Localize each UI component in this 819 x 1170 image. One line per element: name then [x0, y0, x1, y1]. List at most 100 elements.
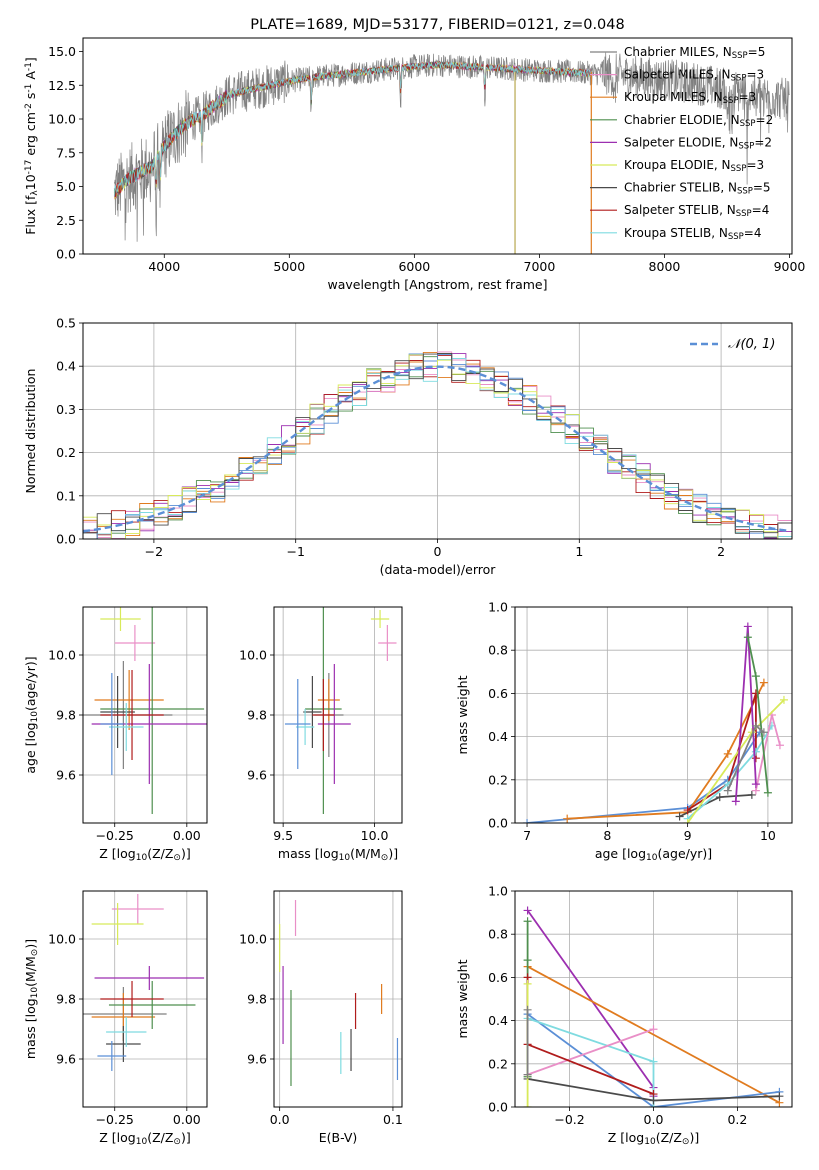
x-axis-label: Z [log10(Z/Z⊙)] — [99, 846, 190, 863]
error-point — [100, 670, 164, 760]
histogram-series — [83, 352, 792, 537]
plot-age-vs-mass: 9.5 10.0 9.6 9.8 10.0 mass [log10(M/M⊙)] — [239, 606, 403, 863]
series-marker — [649, 1096, 658, 1105]
y-axis-label: mass weight — [455, 959, 470, 1038]
x-tick-label: 9.5 — [273, 828, 293, 843]
series-marker — [751, 672, 760, 681]
legend-label: Salpeter STELIB, NSSP=4 — [624, 203, 769, 219]
series-marker — [523, 979, 532, 988]
plot-residual-histogram: −2 −1 0 1 2 0.0 0.1 0.2 0.3 0.4 0.5 (data-model)/er… — [23, 316, 793, 577]
y-tick-label: 7.5 — [56, 145, 76, 160]
plot-mass-vs-Z: −0.25 0.00 9.6 9.8 10.0 Z [log10(Z/Z⊙)] mass [… — [23, 890, 208, 1147]
series-marker — [775, 741, 784, 750]
y-axis-label: mass [log10(M/M⊙)] — [23, 939, 40, 1059]
error-point — [100, 676, 135, 748]
series — [563, 678, 768, 823]
legend-label: 𝒩(0, 1) — [728, 337, 775, 352]
plot-mass-vs-EBV: 0.0 0.1 9.6 9.8 10.0 E(B-V) — [239, 890, 403, 1145]
y-tick-label: 0.2 — [56, 445, 76, 460]
series — [523, 1014, 658, 1107]
series-line — [527, 965, 780, 1104]
y-tick-label: 10.0 — [48, 648, 76, 663]
x-tick-label: 0.0 — [644, 1112, 664, 1127]
y-tick-label: 1.0 — [488, 884, 508, 899]
error-point — [94, 966, 205, 990]
series-marker — [523, 917, 532, 926]
plot-area — [83, 607, 207, 814]
y-tick-label: 10.0 — [239, 932, 267, 947]
x-tick-label: 4000 — [148, 259, 180, 274]
x-tick-label: −0.2 — [554, 1112, 584, 1127]
plot-area — [284, 607, 397, 814]
y-tick-label: 0.3 — [56, 402, 76, 417]
x-tick-label: 0.00 — [173, 1112, 201, 1127]
x-tick-label: −2 — [145, 544, 163, 559]
series-line — [526, 731, 761, 823]
y-tick-label: 0.6 — [488, 970, 508, 985]
y-axis-label: Flux [fλ10-17 erg cm-2 s-1 A-1] — [23, 57, 40, 235]
y-tick-label: 0.0 — [56, 532, 76, 547]
series-marker — [683, 806, 692, 815]
y-tick-label: 15.0 — [48, 44, 76, 59]
y-axis-label: age [log10(age/yr)] — [23, 656, 40, 773]
axes-frame — [82, 37, 793, 255]
series-marker — [751, 747, 760, 756]
x-axis-label: Z [log10(Z/Z⊙)] — [99, 1130, 190, 1147]
series — [743, 633, 772, 797]
error-point — [284, 679, 311, 769]
series-marker — [731, 797, 740, 806]
y-tick-label: 0.2 — [488, 772, 508, 787]
y-tick-label: 0.5 — [56, 316, 76, 331]
error-point — [100, 981, 164, 1017]
series-marker — [775, 1092, 784, 1101]
x-tick-label: 10 — [760, 828, 776, 843]
plot-age-vs-Z: −0.25 0.00 9.6 9.8 10.0 Z [log10(Z/Z⊙)] age [l… — [23, 606, 208, 863]
y-tick-label: 10.0 — [48, 932, 76, 947]
series-line — [567, 682, 765, 820]
plot-area — [83, 894, 205, 1071]
y-tick-label: 9.8 — [247, 992, 267, 1007]
plot-area — [83, 351, 792, 539]
grid — [274, 891, 402, 1107]
legend-label: Kroupa STELIB, NSSP=4 — [624, 226, 762, 242]
x-tick-label: −1 — [286, 544, 304, 559]
plot-mass-weight-vs-age: 7 8 9 10 0.0 0.2 0.4 0.6 0.8 1.0 age [log10(age/yr… — [455, 600, 793, 863]
error-point — [91, 903, 144, 945]
x-tick-label: 2 — [717, 544, 725, 559]
chart-title: PLATE=1689, MJD=53177, FIBERID=0121, z=0… — [250, 17, 624, 33]
x-tick-label: 7 — [523, 828, 531, 843]
y-tick-label: 0.4 — [488, 1013, 508, 1028]
series-line — [113, 60, 593, 199]
error-point — [370, 610, 390, 628]
x-axis-label: age [log10(age/yr)] — [595, 846, 712, 863]
x-tick-label: 10.0 — [361, 828, 389, 843]
y-axis-label: Normed distribution — [23, 369, 38, 494]
series-marker — [523, 906, 532, 915]
y-tick-label: 0.0 — [488, 1100, 508, 1115]
legend: 𝒩(0, 1) — [690, 337, 775, 352]
y-tick-label: 9.6 — [56, 1052, 76, 1067]
plot-area — [523, 622, 788, 823]
legend-label: Salpeter MILES, NSSP=3 — [624, 68, 764, 84]
x-tick-label: −0.25 — [96, 828, 134, 843]
x-axis-label: wavelength [Angstrom, rest frame] — [327, 277, 547, 292]
series — [523, 1025, 658, 1079]
series-line — [113, 61, 593, 199]
plot-spectrum: 4000 5000 6000 7000 8000 9000 0.0 2.5 5.0 7.5 10.0… — [23, 17, 805, 292]
x-tick-label: 9000 — [774, 259, 806, 274]
series-marker — [523, 956, 532, 965]
series-line — [527, 1028, 654, 1076]
x-tick-label: 0.2 — [727, 1112, 747, 1127]
series-marker — [743, 622, 752, 631]
legend-label: Chabrier MILES, NSSP=5 — [624, 45, 765, 61]
y-tick-label: 0.4 — [488, 729, 508, 744]
y-tick-label: 9.6 — [247, 1052, 267, 1067]
series-marker — [649, 1025, 658, 1034]
series-marker — [751, 721, 760, 730]
series-marker — [715, 793, 724, 802]
plot-area — [523, 906, 784, 1107]
x-tick-label: 1 — [575, 544, 583, 559]
y-tick-label: 5.0 — [56, 179, 76, 194]
error-point — [303, 676, 322, 748]
